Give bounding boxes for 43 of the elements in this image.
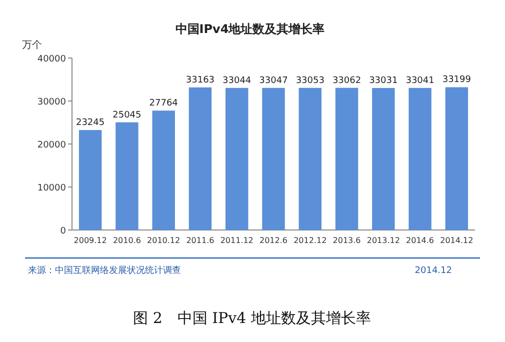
x-tick-label: 2010.12 [147,236,180,245]
x-tick-label: 2011.6 [186,236,214,245]
chart-title: 中国IPv4地址数及其增长率 [175,22,325,36]
x-tick-label: 2014.6 [406,236,434,245]
x-tick-label: 2011.12 [220,236,254,245]
bar [335,88,358,230]
source-note: 来源：中国互联网络发展状况统计调查 [28,265,181,276]
data-label: 33041 [406,76,434,86]
x-tick-label: 2013.12 [366,236,400,245]
x-tick-label: 2012.6 [260,236,288,245]
bar [152,110,175,230]
data-label: 33047 [259,76,288,86]
text: 2014.12 [414,266,452,276]
bar [188,87,212,230]
caption: 图 2 中国 IPv4 地址数及其增长率 [133,309,371,327]
data-label: 33044 [222,76,252,86]
y-tick-label: 30000 [37,98,66,108]
data-label: 27764 [149,98,178,109]
y-axis-title: 万个 [22,39,42,51]
bar [116,122,138,230]
x-tick-label: 2014.12 [440,236,474,245]
y-tick-label: 20000 [37,140,66,150]
y-tick-label: 10000 [37,184,66,194]
data-label: 33053 [296,76,324,86]
x-tick-label: 2013.6 [332,236,361,245]
data-label: 25045 [112,110,142,120]
bar [262,88,285,230]
data-label: 33062 [332,76,362,86]
bar [372,88,395,230]
y-tick-label: 40000 [37,54,66,64]
data-label: 23245 [76,118,105,128]
bar [445,87,468,230]
bar [78,130,102,230]
bar [226,88,248,230]
data-label: 33199 [442,75,472,86]
data-label: 33163 [186,75,215,86]
data-label: 33031 [369,76,398,86]
x-tick-label: 2009.12 [74,236,107,245]
x-tick-label: 2012.12 [294,236,327,245]
x-tick-label: 2010.6 [112,236,141,245]
bar [408,88,432,230]
bar [298,88,322,230]
y-tick-label: 0 [60,226,66,236]
